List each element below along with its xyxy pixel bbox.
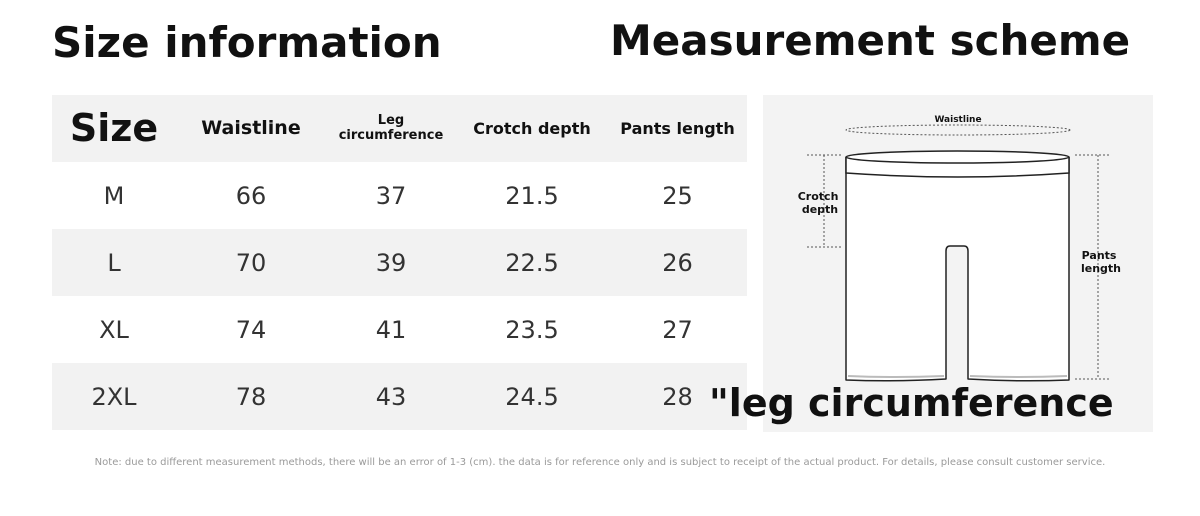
cell-size: 2XL bbox=[91, 382, 137, 411]
cell-crotch-depth: 22.5 bbox=[505, 248, 559, 277]
size-table: Size Waistline Leg circumference Crotch … bbox=[52, 95, 747, 430]
cell-waistline: 66 bbox=[235, 181, 267, 210]
header-leg-circumference: Leg circumference bbox=[338, 113, 444, 143]
cell-leg-circumference: 39 bbox=[375, 248, 407, 277]
table-row: L 70 39 22.5 26 bbox=[52, 229, 747, 296]
cell-size: M bbox=[103, 181, 125, 210]
header-pants-length: Pants length bbox=[620, 118, 735, 138]
crotch-depth-label-line2: depth bbox=[802, 203, 838, 216]
shorts-outline bbox=[845, 157, 1070, 382]
cell-size: L bbox=[107, 248, 121, 277]
pants-length-label-line2: length bbox=[1081, 262, 1121, 275]
shorts-diagram: Waistline Crotch depth Pants length bbox=[798, 115, 1121, 382]
pants-length-label-line1: Pants bbox=[1082, 249, 1117, 262]
cell-size: XL bbox=[99, 315, 129, 344]
cell-pants-length: 28 bbox=[662, 382, 693, 411]
waistline-measure-ellipse bbox=[845, 124, 1071, 136]
crotch-depth-label-line1: Crotch bbox=[798, 190, 839, 203]
cell-leg-circumference: 37 bbox=[375, 181, 407, 210]
measurement-diagram: Waistline Crotch depth Pants length bbox=[763, 95, 1153, 432]
header-waistline: Waistline bbox=[201, 117, 301, 140]
measurement-note: Note: due to different measurement metho… bbox=[94, 457, 1106, 468]
cell-pants-length: 26 bbox=[662, 248, 693, 277]
size-information-heading: Size information bbox=[52, 18, 442, 67]
header-size: Size bbox=[69, 105, 159, 150]
cell-leg-circumference: 41 bbox=[375, 315, 407, 344]
leg-circumference-callout: "leg circumference bbox=[709, 381, 1114, 425]
waistband-top bbox=[845, 150, 1070, 164]
cell-crotch-depth: 23.5 bbox=[505, 315, 559, 344]
pants-length-label: Pants length bbox=[1081, 249, 1121, 275]
cell-crotch-depth: 21.5 bbox=[505, 181, 559, 210]
waistline-label: Waistline bbox=[934, 115, 981, 125]
table-header-row: Size Waistline Leg circumference Crotch … bbox=[52, 95, 747, 162]
cell-leg-circumference: 43 bbox=[375, 382, 407, 411]
cell-waistline: 78 bbox=[235, 382, 267, 411]
cell-waistline: 70 bbox=[235, 248, 267, 277]
cell-pants-length: 25 bbox=[662, 181, 693, 210]
cell-pants-length: 27 bbox=[662, 315, 693, 344]
table-row: M 66 37 21.5 25 bbox=[52, 162, 747, 229]
header-crotch-depth: Crotch depth bbox=[473, 118, 591, 138]
cell-waistline: 74 bbox=[235, 315, 267, 344]
hem-shadow-left bbox=[847, 375, 945, 378]
crotch-depth-label: Crotch depth bbox=[798, 190, 843, 216]
table-row: XL 74 41 23.5 27 bbox=[52, 296, 747, 363]
table-row: 2XL 78 43 24.5 28 bbox=[52, 363, 747, 430]
cell-crotch-depth: 24.5 bbox=[505, 382, 559, 411]
measurement-scheme-heading: Measurement scheme bbox=[610, 16, 1131, 65]
hem-shadow-right bbox=[969, 375, 1068, 378]
